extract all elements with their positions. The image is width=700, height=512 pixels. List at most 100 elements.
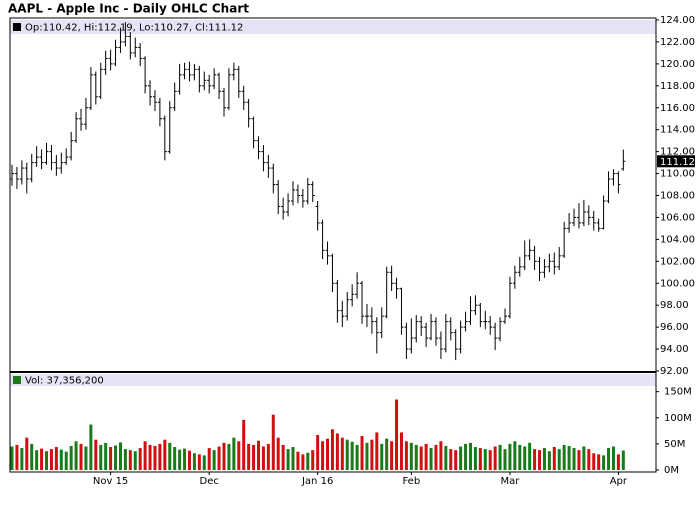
- volume-bar: [533, 449, 537, 470]
- volume-bar: [114, 445, 118, 470]
- volume-bar: [59, 449, 63, 470]
- volume-bar: [49, 449, 53, 470]
- volume-bar: [395, 399, 399, 470]
- price-legend-strip: [10, 20, 656, 34]
- volume-bar: [483, 449, 487, 470]
- price-legend-swatch: [13, 23, 21, 31]
- volume-bar: [518, 444, 522, 470]
- volume-bar: [562, 444, 566, 470]
- volume-bar: [404, 441, 408, 470]
- y-tick-label: 108.00: [660, 191, 695, 202]
- volume-bar: [99, 444, 103, 470]
- volume-bar: [138, 448, 142, 470]
- volume-legend-swatch: [13, 376, 21, 384]
- volume-bar: [237, 441, 241, 470]
- volume-bar: [286, 449, 290, 470]
- volume-bar: [227, 443, 231, 470]
- volume-bar: [276, 437, 280, 470]
- volume-bar: [30, 443, 34, 470]
- volume-bar: [414, 444, 418, 470]
- y-tick-label: 116.00: [660, 103, 695, 114]
- volume-bar: [326, 438, 330, 470]
- volume-bar: [616, 454, 620, 470]
- volume-legend: Vol: 37,356,200: [25, 376, 104, 387]
- y-tick-label: 120.00: [660, 59, 695, 70]
- volume-bar: [493, 446, 497, 470]
- volume-bar: [552, 447, 556, 470]
- volume-bar: [523, 446, 527, 470]
- y-tick-label: 110.00: [660, 169, 695, 180]
- y2-tick-label: 100M: [664, 413, 692, 424]
- volume-bar: [291, 447, 295, 470]
- y2-tick-label: 150M: [664, 387, 692, 398]
- volume-bar: [217, 446, 221, 470]
- y-tick-label: 124.00: [660, 15, 695, 26]
- volume-bar: [587, 449, 591, 470]
- volume-bar: [360, 436, 364, 470]
- volume-bar: [74, 441, 78, 470]
- volume-bar: [621, 450, 625, 470]
- volume-bar: [25, 437, 29, 470]
- volume-bar: [582, 446, 586, 470]
- x-tick-label: Apr: [610, 476, 628, 487]
- volume-bar: [508, 443, 512, 470]
- volume-bar: [301, 454, 305, 470]
- y-tick-label: 106.00: [660, 212, 695, 223]
- volume-bar: [143, 441, 147, 470]
- volume-bar: [123, 449, 127, 470]
- volume-bar: [444, 445, 448, 470]
- volume-bar: [192, 453, 196, 470]
- volume-bar: [429, 448, 433, 470]
- volume-bar: [104, 442, 108, 470]
- volume-bar: [20, 448, 24, 470]
- volume-bar: [271, 414, 275, 470]
- volume-bar: [365, 442, 369, 470]
- y-tick-label: 98.00: [660, 300, 689, 311]
- y-tick-label: 104.00: [660, 234, 695, 245]
- volume-legend-strip: [10, 374, 656, 386]
- volume-bar: [153, 445, 157, 470]
- volume-bar: [375, 432, 379, 470]
- volume-bar: [464, 443, 468, 470]
- volume-bar: [607, 448, 611, 470]
- x-tick-label: Nov 15: [93, 476, 128, 487]
- y-tick-label: 118.00: [660, 81, 695, 92]
- last-price-label: 111.12: [660, 157, 695, 168]
- volume-bar: [473, 447, 477, 470]
- volume-bar: [528, 442, 532, 470]
- volume-bar: [266, 443, 270, 470]
- volume-bar: [419, 446, 423, 470]
- volume-bar: [202, 455, 206, 470]
- y-tick-label: 92.00: [660, 366, 689, 377]
- volume-bar: [10, 446, 14, 470]
- volume-bar: [409, 442, 413, 470]
- volume-bar: [311, 450, 315, 470]
- volume-bar: [454, 450, 458, 470]
- volume-bar: [296, 451, 300, 470]
- volume-bar: [15, 444, 19, 470]
- volume-bar: [35, 450, 39, 470]
- volume-bar: [183, 448, 187, 470]
- volume-bar: [148, 444, 152, 470]
- last-price-box: [657, 155, 695, 168]
- volume-bar: [542, 448, 546, 470]
- y2-tick-label: 50M: [664, 439, 685, 450]
- x-tick-label: Jan 16: [301, 476, 333, 487]
- volume-bar: [498, 444, 502, 470]
- y-tick-label: 112.00: [660, 147, 695, 158]
- y-tick-label: 96.00: [660, 322, 689, 333]
- volume-bar: [64, 451, 68, 470]
- volume-bar: [79, 443, 83, 470]
- volume-bar: [306, 452, 310, 470]
- y-tick-label: 122.00: [660, 37, 695, 48]
- y2-tick-label: 0M: [664, 465, 679, 476]
- volume-bar: [54, 447, 58, 470]
- volume-bar: [557, 449, 561, 470]
- volume-bar: [118, 442, 122, 470]
- volume-bar: [158, 443, 162, 470]
- volume-bar: [109, 447, 113, 470]
- volume-bar: [335, 433, 339, 470]
- volume-bar: [380, 443, 384, 470]
